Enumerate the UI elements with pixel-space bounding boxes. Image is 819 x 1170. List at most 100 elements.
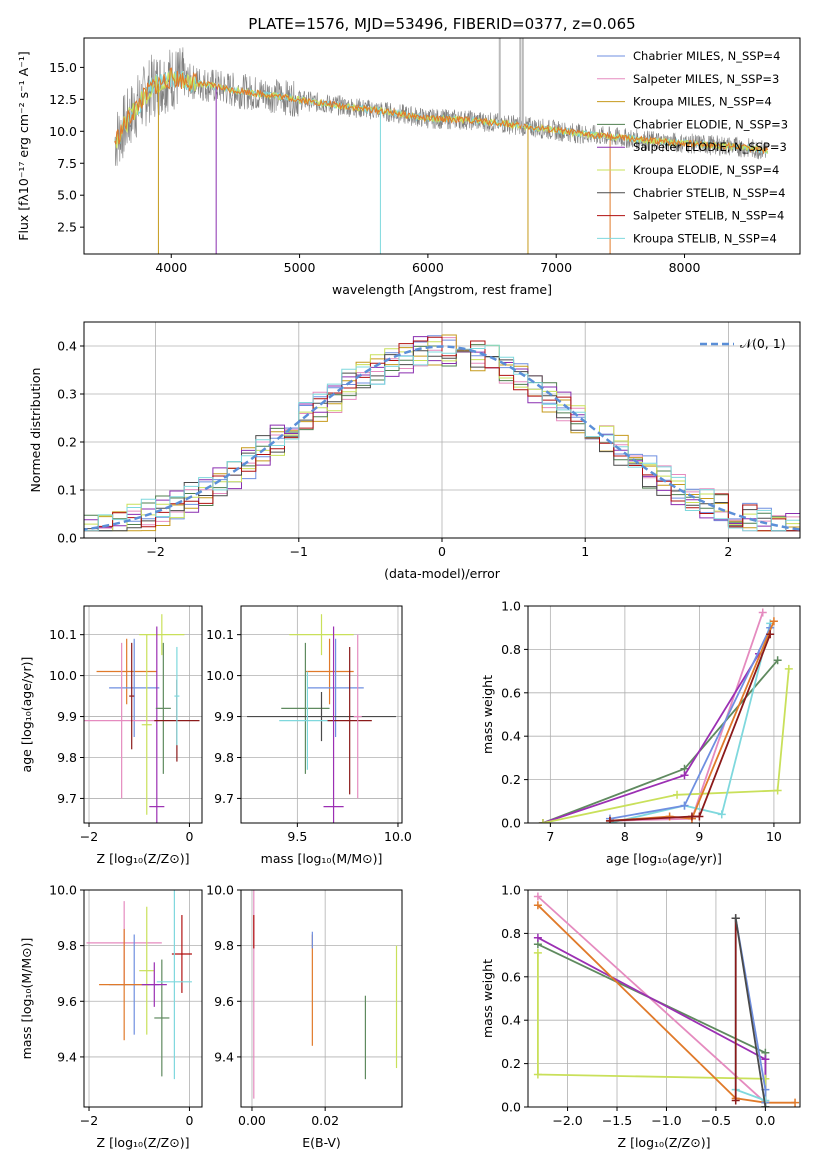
observed-spectrum [114,47,768,166]
y-tick-label: 0.0 [501,1100,521,1115]
residual-histogram [84,344,800,532]
series-marker [769,617,778,626]
series-marker [761,1103,770,1107]
y-tick-label: 0.6 [501,685,521,700]
legend-label: 𝒩(0, 1) [740,336,786,351]
y-tick-label: 9.6 [57,994,77,1009]
x-axis-label: Z [log₁₀(Z/Z⊙)] [97,1135,190,1150]
weight-series [731,914,740,1105]
x-tick-label: 8 [621,829,629,844]
legend-label: Chabrier MILES, N_SSP=4 [633,49,780,63]
axes-frame [83,605,203,824]
y-tick-label: 0.8 [501,642,521,657]
weight-series [533,933,770,1107]
y-tick-label: 10.0 [49,124,77,139]
series-marker [533,901,542,910]
x-tick-label: 2 [724,544,732,559]
x-tick-label: 0 [438,544,446,559]
x-tick-label: −2 [146,544,164,559]
error-cross [327,646,372,795]
x-tick-label: 0.0 [755,1113,775,1128]
y-tick-label: 9.8 [57,938,77,953]
y-tick-label: 5.0 [57,188,77,203]
y-axis-label: mass [log₁₀(M/M⊙)] [19,938,34,1060]
x-tick-label: 1 [581,544,589,559]
series-marker [766,630,775,639]
y-tick-label: 10.0 [49,883,77,898]
plot-area [241,606,402,823]
figure-title: PLATE=1576, MJD=53496, FIBERID=0377, z=0… [248,15,635,33]
plot-area [241,890,402,1107]
y-tick-label: 0.3 [57,387,77,402]
y-tick-label: 0.2 [501,1056,521,1071]
x-tick-label: 0.02 [311,1113,339,1128]
x-axis-label: E(B-V) [302,1135,341,1150]
legend-label: Chabrier ELODIE, N_SSP=3 [633,117,788,131]
series-marker [791,1098,800,1107]
legend-label: Kroupa ELODIE, N_SSP=4 [633,163,779,177]
y-tick-label: 0.6 [501,969,521,984]
y-tick-label: 9.4 [57,1049,77,1064]
error-cross [139,906,155,1035]
y-tick-label: 9.7 [57,791,77,806]
series-marker [758,608,767,617]
y-tick-label: 9.8 [214,750,234,765]
weight-series [538,656,782,823]
error-cross [247,691,396,742]
series-marker [673,790,682,799]
plot-area [84,890,202,1107]
legend-label: Kroupa STELIB, N_SSP=4 [633,231,777,245]
panel-8: −2.0 −1.5 −1.0 −0.5 0.0 0.0 0.2 0.4 0.6 0.8 1.0 Z [… [480,883,801,1150]
error-cross [96,638,157,705]
y-tick-label: 7.5 [57,156,77,171]
axes-frame [83,889,203,1108]
series-marker [731,914,740,923]
panels: Chabrier MILES, N_SSP=4 Salpeter MILES, N… [16,37,801,1150]
axes-frame [83,37,801,255]
series-line [537,943,767,1107]
series-line [537,936,767,1107]
error-cross [99,928,150,1041]
y-tick-label: 0.4 [501,729,521,744]
panel-2: 𝒩(0, 1) −2 −1 0 1 2 0.0 0.1 0.2 0.3 0.4 (data-model… [28,321,801,581]
y-tick-label: 9.4 [214,1049,234,1064]
legend-label: Salpeter STELIB, N_SSP=4 [633,209,784,223]
y-tick-label: 12.5 [49,92,77,107]
axes-frame [240,605,403,824]
y-tick-label: 0.0 [57,531,77,546]
x-tick-label: 7000 [540,260,572,275]
y-tick-label: 10.1 [206,627,234,642]
panel-3: −2 0 9.7 9.8 9.9 10.0 10.1 Z [log₁₀(Z/Z⊙)] age [… [19,605,203,866]
series-marker [687,812,696,821]
x-tick-label: 0.00 [238,1113,266,1128]
series-marker [533,933,542,942]
series-marker [761,1055,770,1064]
x-tick-label: −2 [80,829,98,844]
series-marker [680,801,689,810]
series-marker [533,948,542,957]
x-tick-label: 6000 [412,260,444,275]
error-cross [307,638,364,738]
plot-area [528,890,800,1107]
plot-area [84,606,202,823]
error-cross [289,614,354,656]
weight-series [533,948,770,1107]
series-marker [680,771,689,780]
x-axis-label: age [log₁₀(age/yr)] [606,851,722,866]
x-tick-label: 0 [185,1113,193,1128]
x-tick-label: −1.0 [651,1113,681,1128]
panel-7: 0.00 0.02 9.4 9.6 9.8 10.0 E(B-V) [206,883,403,1150]
x-tick-label: −0.5 [701,1113,731,1128]
error-cross [155,642,171,774]
weight-series [731,914,770,1107]
y-tick-label: 0.4 [501,1013,521,1028]
x-tick-label: −2 [80,1113,98,1128]
panel-5: 7 8 9 10 0.0 0.2 0.4 0.6 0.8 1.0 age [log₁₀(age/yr… [480,599,801,866]
error-cross [156,890,192,1080]
y-tick-label: 9.9 [214,709,234,724]
panel-4: 9.5 10.0 9.7 9.8 9.9 10.0 10.1 mass [log₁₀(M/M⊙… [206,605,412,866]
y-tick-label: 0.2 [501,772,521,787]
y-tick-label: 2.5 [57,220,77,235]
x-tick-label: −1.5 [602,1113,632,1128]
error-cross [149,626,165,823]
